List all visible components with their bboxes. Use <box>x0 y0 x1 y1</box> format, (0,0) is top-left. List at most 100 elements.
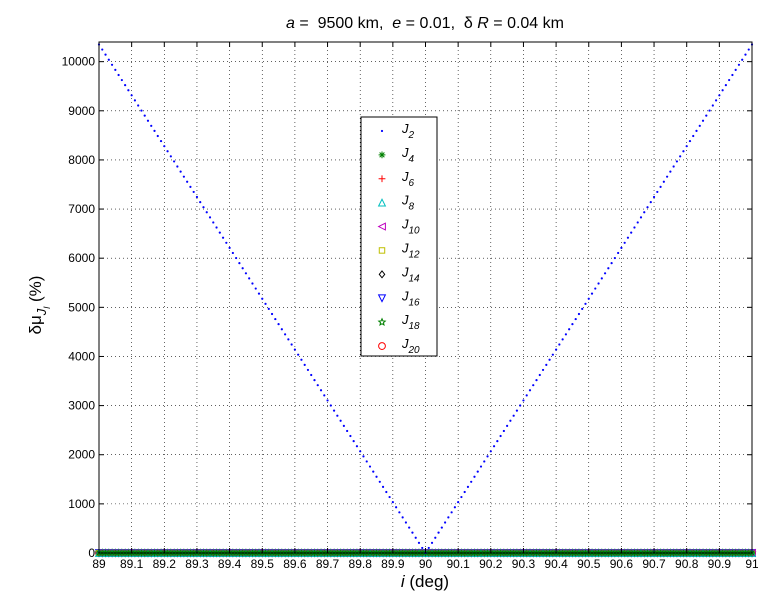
data-point-J2 <box>368 465 372 468</box>
data-point-J2 <box>535 378 538 382</box>
data-point-J2 <box>352 440 355 443</box>
legend-marker-J4 <box>378 151 386 159</box>
data-point-J2 <box>221 236 225 239</box>
legend-marker-J2 <box>380 129 384 133</box>
legend-marker-J16 <box>377 294 387 303</box>
data-point-J2 <box>166 150 169 153</box>
data-point-J2 <box>104 53 107 56</box>
data-point-J2 <box>695 129 698 133</box>
x-tick-label: 90.6 <box>610 557 634 571</box>
data-point-J2 <box>182 175 185 178</box>
data-point-J2 <box>679 155 682 158</box>
data-point-J2 <box>558 343 561 346</box>
data-point-J2 <box>391 501 394 504</box>
data-point-J2 <box>244 272 248 275</box>
data-point-J2 <box>355 445 359 448</box>
data-point-J2 <box>662 180 665 183</box>
data-point-J2 <box>545 363 548 366</box>
data-point-J2 <box>140 109 143 112</box>
y-axis-label-sub: J <box>34 308 49 316</box>
title-a-symbol: a <box>286 15 295 32</box>
data-point-J2 <box>316 384 319 387</box>
data-point-J2 <box>630 231 633 234</box>
y-tick-label: 2000 <box>68 448 95 462</box>
data-point-J2 <box>502 429 505 433</box>
data-point-J2 <box>744 53 747 56</box>
data-point-J2 <box>421 546 424 550</box>
data-point-J2 <box>130 94 133 97</box>
data-point-J2 <box>555 348 558 351</box>
data-point-J2 <box>672 165 675 168</box>
data-point-J2 <box>195 195 199 199</box>
data-point-J2 <box>597 282 600 285</box>
data-point-J2 <box>538 373 541 377</box>
legend-label-J10: J10 <box>401 217 420 237</box>
data-point-J2 <box>303 363 306 366</box>
x-axis-label: i (deg) <box>401 572 449 591</box>
data-point-J2 <box>470 480 473 483</box>
data-point-J2 <box>581 307 584 310</box>
x-tick-label: 90.5 <box>577 557 601 571</box>
data-point-J2 <box>437 531 440 534</box>
data-point-J2 <box>205 211 208 214</box>
legend-label-J6: J6 <box>401 169 415 189</box>
data-point-J2 <box>522 399 525 402</box>
data-point-J2 <box>179 170 182 173</box>
data-point-J2 <box>548 358 551 361</box>
data-point-J2 <box>218 231 221 234</box>
data-point-J2 <box>701 119 705 122</box>
data-point-J2 <box>267 307 270 310</box>
x-axis-label-rest: (deg) <box>405 572 449 591</box>
data-point-J2 <box>682 150 685 153</box>
data-point-J2 <box>626 236 630 239</box>
data-point-J2 <box>564 333 567 336</box>
legend-label-J16: J16 <box>401 288 420 308</box>
data-point-J2 <box>600 277 603 280</box>
data-point-J2 <box>453 506 456 509</box>
data-point-J2 <box>117 73 120 77</box>
x-tick-label: 90.1 <box>446 557 470 571</box>
data-point-J2 <box>414 536 417 539</box>
data-point-J2 <box>718 94 721 97</box>
x-tick-label: 90.2 <box>479 557 503 571</box>
data-point-J2 <box>359 450 362 453</box>
data-point-J2 <box>297 353 300 356</box>
data-point-J2 <box>532 384 535 387</box>
data-point-J2 <box>261 297 264 300</box>
data-point-J2 <box>705 114 708 117</box>
data-point-J2 <box>150 124 153 127</box>
x-tick-label: 89.3 <box>185 557 209 571</box>
data-point-J2 <box>313 378 316 382</box>
data-point-J2 <box>251 282 254 285</box>
y-tick-label: 3000 <box>68 399 95 413</box>
data-point-J2 <box>156 134 159 138</box>
data-point-J2 <box>326 399 329 402</box>
data-point-J2 <box>450 511 453 514</box>
data-point-J2 <box>613 256 616 260</box>
data-point-J2 <box>528 389 532 392</box>
data-point-J2 <box>277 323 280 326</box>
chart-title: a = 9500 km, e = 0.01, δ R = 0.04 km <box>286 15 564 32</box>
legend-marker-J8 <box>377 198 387 207</box>
data-point-J2 <box>708 109 711 112</box>
data-point-J2 <box>146 119 150 122</box>
legend-label-J4: J4 <box>401 145 415 165</box>
data-point-J2 <box>270 312 274 316</box>
y-tick-label: 9000 <box>68 104 95 118</box>
data-point-J2 <box>577 312 581 316</box>
x-tick-label: 89.1 <box>120 557 144 571</box>
legend: J2 J4 J6 J8 J10 J12 J14 J16 J18 J20 <box>360 116 438 357</box>
data-point-J2 <box>381 485 385 488</box>
data-point-J2 <box>287 338 290 341</box>
y-tick-label: 5000 <box>68 300 95 314</box>
legend-label-J20: J20 <box>401 336 420 356</box>
data-point-J2 <box>623 241 626 244</box>
data-point-J2 <box>427 546 430 550</box>
data-point-J2 <box>639 216 643 219</box>
title-e-value: = 0.01, δ <box>401 15 477 32</box>
data-point-J2 <box>120 78 123 82</box>
data-point-J2 <box>372 470 375 473</box>
data-point-J2 <box>734 68 737 71</box>
data-point-J2 <box>506 424 509 427</box>
